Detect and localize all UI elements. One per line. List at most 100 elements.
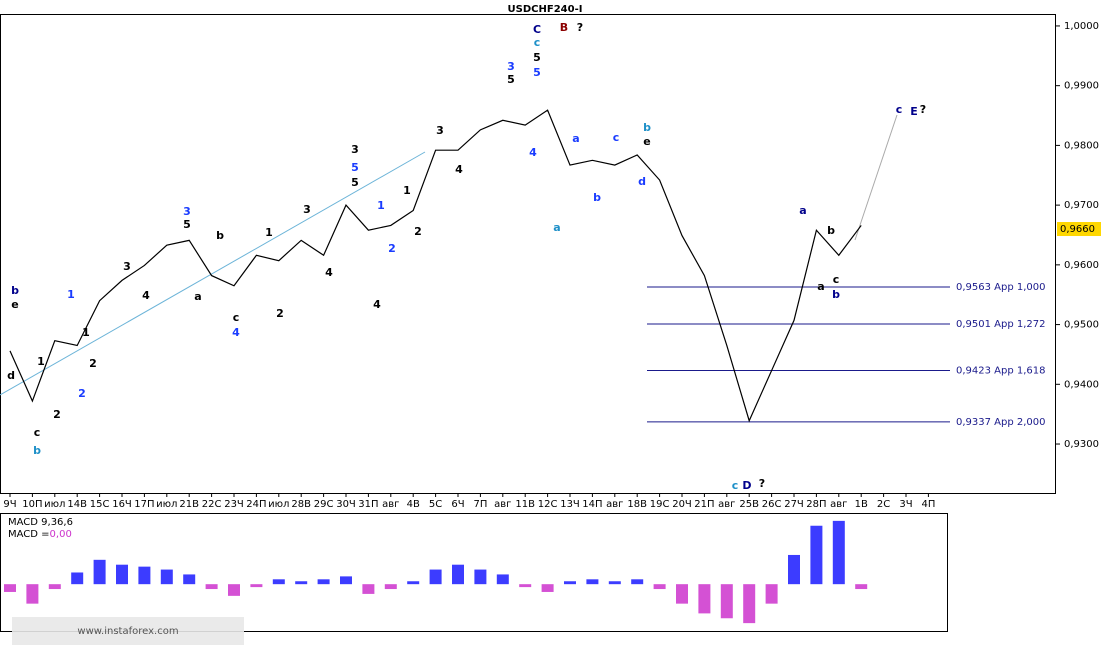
macd-bar [93, 559, 106, 585]
fib-label: 0,9337 App 2,000 [956, 417, 1046, 428]
wave-label: c [613, 131, 620, 144]
x-tick-label: 6Ч [451, 499, 464, 510]
macd-bar [519, 584, 532, 588]
x-tick-label: 24П [246, 499, 266, 510]
wave-label: 5 [351, 176, 359, 189]
wave-label: 4 [373, 298, 381, 311]
wave-label: c [534, 36, 541, 49]
x-tick-label: 30Ч [336, 499, 356, 510]
x-tick-label: 4П [921, 499, 935, 510]
current-price-label: 0,9660 [1060, 224, 1095, 235]
x-tick-label: 31П [358, 499, 378, 510]
wave-label: 3 [351, 143, 359, 156]
y-tick-label: 1,0000 [1064, 21, 1099, 32]
current-price-box [1057, 222, 1101, 237]
x-tick-label: 5С [429, 499, 442, 510]
wave-label: 2 [414, 225, 422, 238]
x-tick-label: июл [268, 499, 289, 510]
macd-bar [362, 584, 375, 594]
wave-label: ? [577, 21, 583, 34]
macd-bar [295, 581, 308, 585]
macd-bar [855, 584, 868, 590]
x-tick-label: 14П [582, 499, 602, 510]
macd-bar [765, 584, 778, 604]
wave-label: E [910, 105, 918, 118]
wave-label: 5 [533, 51, 541, 64]
macd-bar [48, 584, 61, 590]
x-tick-label: 21В [179, 499, 199, 510]
x-tick-label: 2С [877, 499, 890, 510]
macd-bar [116, 564, 128, 585]
wave-label: 3 [183, 205, 191, 218]
price-line [9, 109, 862, 423]
macd-bar [474, 569, 487, 585]
macd-bar [720, 584, 733, 619]
macd-bar [653, 584, 666, 590]
macd-bar [183, 574, 196, 585]
wave-label: 1 [377, 199, 385, 212]
wave-label: e [643, 135, 650, 148]
watermark: www.instaforex.com [77, 626, 178, 637]
macd-bar [631, 579, 644, 585]
price-panel [0, 14, 1056, 494]
macd-bar [608, 581, 621, 585]
wave-label: 2 [276, 307, 284, 320]
wave-label: c [34, 426, 41, 439]
wave-label: d [638, 175, 646, 188]
wave-label: 4 [455, 163, 463, 176]
trend-line [0, 151, 426, 396]
x-tick-label: авг [718, 499, 735, 510]
macd-bar [810, 525, 823, 585]
wave-label: 2 [89, 357, 97, 370]
wave-label: 4 [529, 146, 537, 159]
y-tick-label: 0,9400 [1064, 379, 1099, 390]
x-tick-label: 7П [473, 499, 487, 510]
x-tick-label: 10П [22, 499, 42, 510]
macd-bar [4, 584, 16, 592]
wave-label: 5 [183, 218, 191, 231]
wave-label: a [194, 290, 201, 303]
wave-label: 3 [507, 60, 515, 73]
macd-bar [317, 579, 330, 585]
x-tick-label: июл [44, 499, 65, 510]
macd-bar [138, 566, 151, 585]
wave-label: 5 [507, 73, 515, 86]
macd-bar [71, 572, 84, 585]
x-tick-label: 1В [855, 499, 868, 510]
wave-label: c [233, 311, 240, 324]
wave-label: c [896, 103, 903, 116]
macd-bar [788, 554, 800, 585]
y-tick-label: 0,9600 [1064, 260, 1099, 271]
macd-bar [205, 584, 218, 590]
macd-bar [384, 584, 397, 590]
projection-line [854, 114, 898, 241]
wave-label: a [799, 204, 806, 217]
x-tick-label: 9Ч [3, 499, 16, 510]
wave-label: D [742, 479, 751, 492]
wave-label: b [33, 444, 41, 457]
wave-label: a [817, 280, 824, 293]
x-tick-label: 11В [515, 499, 535, 510]
wave-label: ? [920, 103, 926, 116]
x-tick-label: июл [156, 499, 177, 510]
x-tick-label: 18В [627, 499, 647, 510]
wave-label: 1 [82, 326, 90, 339]
macd-bar [496, 574, 509, 585]
watermark-box [12, 617, 244, 645]
wave-label: 1 [265, 226, 273, 239]
wave-label: 4 [325, 266, 333, 279]
x-tick-label: 25В [739, 499, 759, 510]
macd-bar [407, 581, 420, 585]
wave-label: 3 [436, 124, 444, 137]
x-tick-label: 15С [90, 499, 110, 510]
macd-bar [541, 584, 554, 592]
x-tick-label: 19С [650, 499, 670, 510]
wave-label: b [832, 288, 840, 301]
x-tick-label: 23Ч [224, 499, 244, 510]
macd-bar [340, 576, 352, 585]
x-tick-label: 29С [314, 499, 334, 510]
y-tick-label: 0,9900 [1064, 81, 1099, 92]
x-tick-label: 26С [762, 499, 782, 510]
y-tick-label: 0,9700 [1064, 200, 1099, 211]
